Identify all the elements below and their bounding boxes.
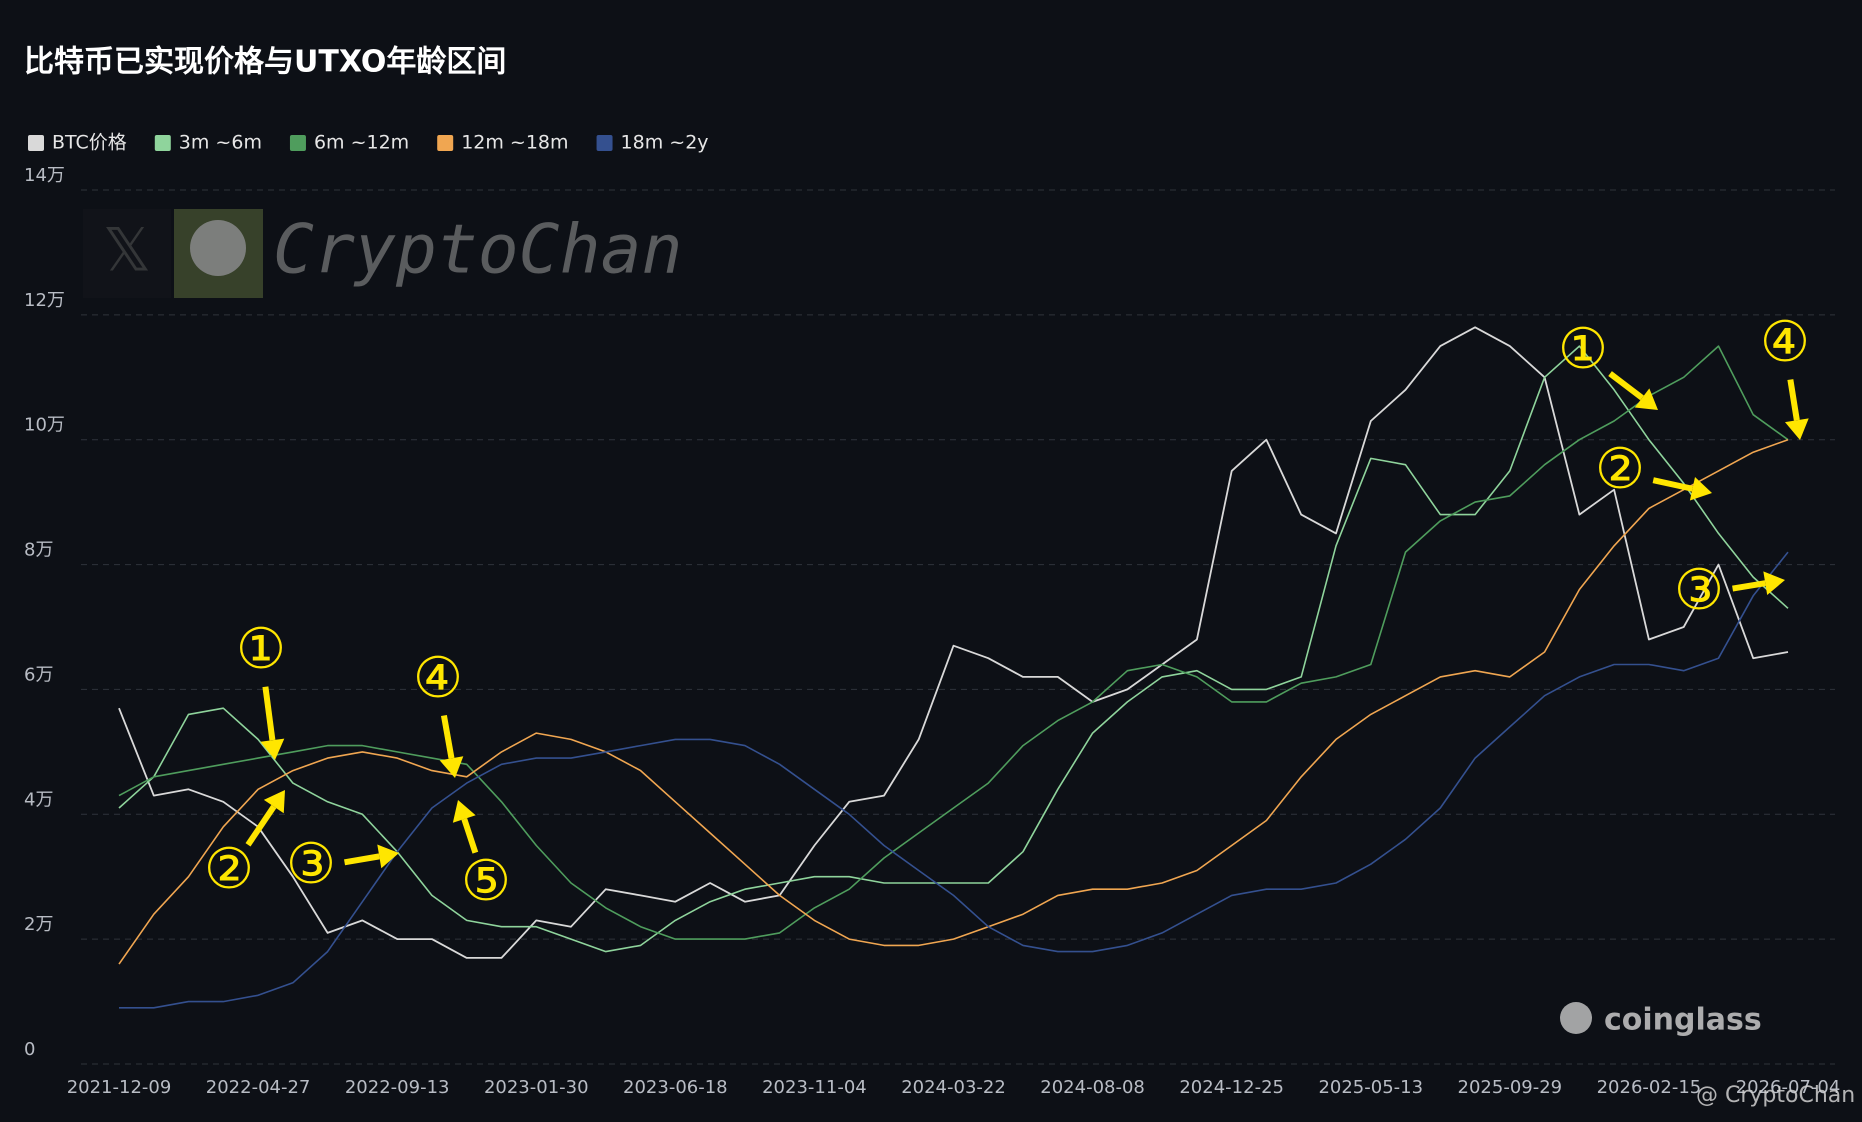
logo-icon (1560, 1002, 1592, 1034)
x-tick-label: 2023-06-18 (623, 1077, 728, 1098)
x-glyph: 𝕏 (103, 216, 151, 286)
series-line (118, 326, 1789, 959)
annotation-arrowhead (260, 738, 285, 760)
annotation: ② (1595, 437, 1645, 502)
y-tick-label: 10万 (24, 415, 65, 436)
annotation-arrow (245, 804, 277, 847)
annotation: ④ (1760, 310, 1810, 375)
annotation-arrowhead (1763, 571, 1785, 596)
y-tick-label: 2万 (24, 914, 53, 935)
y-tick-label: 8万 (24, 540, 53, 561)
x-tick-label: 2025-09-29 (1458, 1077, 1563, 1098)
x-tick-label: 2024-12-25 (1179, 1077, 1284, 1098)
annotation-arrow (1608, 371, 1644, 401)
legend-label: BTC价格 (52, 132, 127, 154)
x-tick-label: 2021-12-09 (67, 1077, 172, 1098)
legend-item: BTC价格 (28, 132, 127, 154)
legend-item: 12m ~18m (437, 132, 569, 154)
legend-label: 3m ~6m (179, 132, 262, 154)
series-line (118, 438, 1789, 965)
annotation-arrow (1652, 477, 1694, 492)
annotation-arrow (262, 686, 276, 741)
annotation-arrow (1732, 580, 1766, 592)
x-tick-label: 2026-07-04 (1736, 1077, 1841, 1098)
annotation: ④ (413, 646, 463, 711)
logo-text: coinglass (1604, 1003, 1762, 1038)
x-tick-label: 2023-01-30 (484, 1077, 589, 1098)
annotation: ① (236, 617, 286, 682)
annotation-arrowhead (439, 756, 464, 778)
legend-item: 18m ~2y (596, 132, 709, 154)
annotation: ② (204, 837, 254, 902)
annotation-arrow (440, 714, 455, 759)
x-tick-label: 2022-04-27 (206, 1077, 311, 1098)
watermark: 𝕏 CryptoChan (83, 209, 682, 298)
annotation: ③ (286, 832, 336, 897)
legend-swatch (28, 135, 44, 151)
x-tick-label: 2024-03-22 (901, 1077, 1006, 1098)
y-tick-label: 12万 (24, 290, 65, 311)
legend-swatch (596, 135, 613, 151)
annotation-arrowhead (1689, 477, 1712, 501)
legend-item: 6m ~12m (289, 132, 409, 154)
chart-title: 比特币已实现价格与UTXO年龄区间 (24, 45, 506, 80)
legend-swatch (289, 135, 306, 151)
y-tick-label: 14万 (24, 165, 65, 186)
watermark-text: CryptoChan (273, 211, 682, 290)
annotation-arrowhead (1634, 388, 1658, 410)
x-tick-label: 2024-08-08 (1040, 1077, 1145, 1098)
x-tick-label: 2023-11-04 (762, 1077, 867, 1098)
annotation-arrow (344, 853, 380, 866)
annotation-arrowhead (452, 800, 476, 823)
legend-swatch (437, 135, 454, 151)
x-tick-label: 2025-05-13 (1318, 1077, 1423, 1098)
annotation-arrow (1787, 379, 1800, 421)
avatar-face (190, 220, 246, 276)
legend-label: 12m ~18m (461, 132, 568, 154)
x-icon (83, 209, 171, 298)
annotation-arrowhead (377, 844, 399, 869)
y-tick-label: 4万 (24, 789, 53, 810)
x-tick-label: 2022-09-13 (345, 1077, 450, 1098)
y-tick-label: 0 (24, 1039, 35, 1060)
legend-item: 3m ~6m (154, 132, 262, 154)
annotation: ③ (1674, 558, 1724, 623)
annotation: ① (1558, 317, 1608, 382)
annotation-arrowhead (1784, 418, 1809, 440)
y-tick-label: 6万 (24, 664, 53, 685)
series-line (119, 551, 1789, 1009)
legend-swatch (154, 135, 171, 151)
x-tick-label: 2026-02-15 (1597, 1077, 1702, 1098)
legend-label: 6m ~12m (314, 132, 409, 154)
annotation: ⑤ (461, 849, 511, 914)
annotation-arrow (461, 818, 479, 854)
series-line (118, 345, 1789, 940)
credit: @ CryptoChan (1696, 1083, 1855, 1108)
legend-label: 18m ~2y (621, 132, 709, 154)
annotation-arrowhead (263, 790, 285, 814)
